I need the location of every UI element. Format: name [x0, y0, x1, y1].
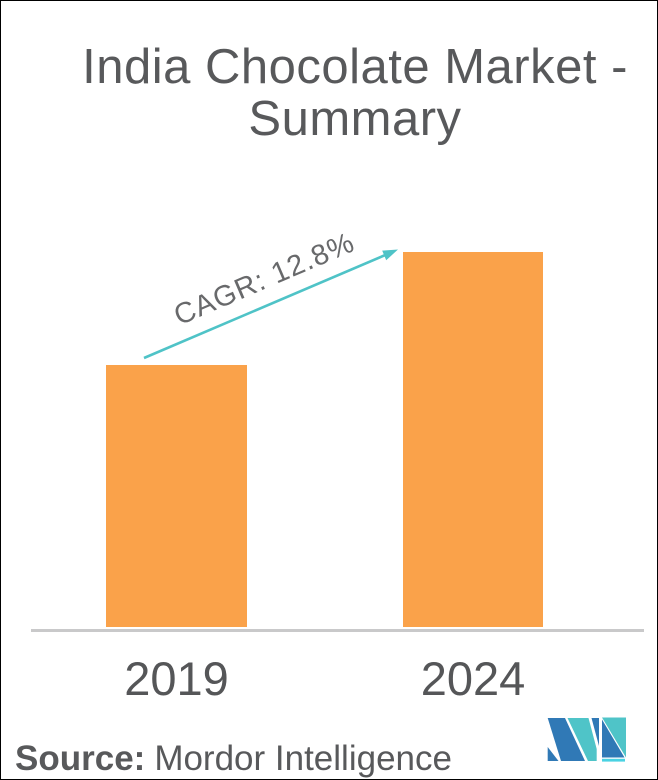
- x-label-2019: 2019: [124, 652, 229, 705]
- bar-2019: [106, 365, 247, 627]
- chart-title-line1: India Chocolate Market -: [82, 40, 628, 94]
- cagr-annotation: CAGR: 12.8%: [169, 226, 360, 333]
- source-line: Source: Mordor Intelligence: [15, 739, 452, 779]
- x-axis-line: [31, 629, 644, 632]
- chart-title-line2: Summary: [248, 92, 462, 146]
- mordor-intelligence-logo: [547, 717, 626, 762]
- source-value: Mordor Intelligence: [154, 739, 452, 778]
- bar-2024: [403, 252, 543, 627]
- chart-title: India Chocolate Market - Summary: [53, 41, 657, 145]
- source-label: Source:: [15, 739, 146, 778]
- x-label-2024: 2024: [420, 652, 526, 705]
